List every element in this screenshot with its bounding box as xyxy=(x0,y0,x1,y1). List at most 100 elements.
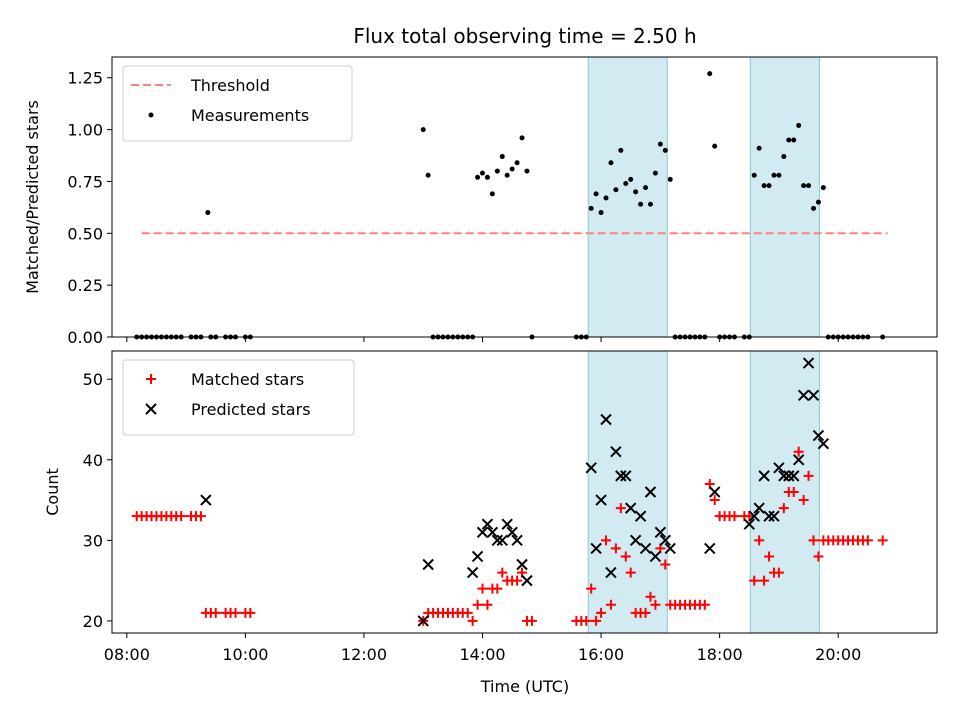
x-tick-label: 14:00 xyxy=(459,645,505,664)
count-marks xyxy=(131,357,888,627)
x-tick-label: 16:00 xyxy=(578,645,624,664)
predicted-star-point xyxy=(807,389,820,402)
predicted-star-point xyxy=(491,534,504,547)
highlight-span xyxy=(587,56,668,338)
measurement-point xyxy=(205,210,211,216)
predicted-star-point xyxy=(704,542,716,555)
legend-box xyxy=(122,359,355,436)
predicted-star-point xyxy=(758,470,770,482)
predicted-star-point xyxy=(466,566,479,579)
matched-star-point xyxy=(477,583,488,594)
legend-label: Matched stars xyxy=(191,370,304,389)
measurement-point xyxy=(475,174,481,180)
predicted-star-point xyxy=(753,502,765,514)
measurement-point xyxy=(657,141,663,147)
highlight-span xyxy=(749,56,820,338)
predicted-star-point xyxy=(768,510,780,522)
legend-label: Threshold xyxy=(190,76,270,95)
matched-star-point xyxy=(645,591,656,602)
predicted-star-point xyxy=(654,526,667,538)
predicted-star-point xyxy=(600,413,612,426)
y-tick-label: 30 xyxy=(83,531,103,550)
matched-star-point xyxy=(497,567,508,578)
ratio-y-ticks: 0.00 0.25 0.50 0.75 1.00 1.25 xyxy=(67,69,112,347)
legend-measurement-swatch xyxy=(148,112,154,118)
measurement-point xyxy=(633,189,639,195)
matched-star-point xyxy=(526,615,537,626)
matched-star-point xyxy=(586,583,597,594)
x-tick-label: 08:00 xyxy=(104,645,150,664)
predicted-star-point xyxy=(590,542,602,555)
x-axis-label: Time (UTC) xyxy=(480,677,569,696)
measurement-point xyxy=(756,145,762,151)
predicted-star-point xyxy=(773,462,785,474)
measurement-point xyxy=(810,205,816,211)
measurement-point xyxy=(504,172,510,178)
measurement-point xyxy=(494,168,500,174)
matched-star-point xyxy=(660,559,671,570)
predicted-star-point xyxy=(476,526,489,538)
y-tick-label: 0.25 xyxy=(67,276,103,295)
measurement-point xyxy=(603,195,609,201)
measurement-point xyxy=(509,166,515,172)
predicted-star-point xyxy=(817,437,830,450)
predicted-star-point xyxy=(486,526,499,538)
matched-star-point xyxy=(482,599,493,610)
measurement-point xyxy=(420,127,426,133)
predicted-star-point xyxy=(516,558,528,571)
matched-star-point xyxy=(749,575,760,586)
predicted-star-point xyxy=(511,534,523,547)
measurement-point xyxy=(796,122,802,128)
predicted-star-point xyxy=(797,389,810,402)
predicted-star-point xyxy=(802,357,815,369)
measurement-point xyxy=(815,199,821,205)
measurement-point xyxy=(519,135,525,141)
measurement-point xyxy=(786,137,792,143)
predicted-star-point xyxy=(629,534,642,547)
y-tick-label: 20 xyxy=(83,612,103,631)
predicted-star-point xyxy=(708,486,721,498)
measurement-point xyxy=(712,143,718,149)
predicted-star-point xyxy=(664,542,676,555)
y-tick-label: 0.75 xyxy=(67,172,103,191)
measurement-point xyxy=(499,154,505,160)
matched-star-point xyxy=(759,575,770,586)
measurement-point xyxy=(618,147,624,153)
predicted-star-point xyxy=(620,470,632,482)
x-tick-label: 18:00 xyxy=(697,645,743,664)
ratio-legend: Threshold Measurements xyxy=(122,65,353,142)
measurement-point xyxy=(484,174,490,180)
matched-star-point xyxy=(512,575,523,586)
predicted-star-point xyxy=(605,566,617,579)
count-panel: 20 30 40 50 08:00 10:00 12:00 14:00 16:00 18:00 2… xyxy=(43,350,938,664)
measurement-point xyxy=(766,183,772,189)
measurement-point xyxy=(524,168,530,174)
matched-star-point xyxy=(230,607,241,618)
predicted-star-point xyxy=(422,558,434,571)
matched-star-point xyxy=(492,583,503,594)
predicted-star-point xyxy=(812,429,825,442)
ratio-panel: 0.00 0.25 0.50 0.75 1.00 1.25 Matched/Predict… xyxy=(23,56,938,347)
ratio-x-ticks xyxy=(126,337,839,342)
predicted-star-point xyxy=(417,615,429,627)
matched-star-point xyxy=(773,567,784,578)
predicted-star-point xyxy=(200,494,212,506)
highlight-span xyxy=(587,350,668,634)
measurement-point xyxy=(623,181,629,187)
measurement-point xyxy=(820,185,826,191)
predicted-star-point xyxy=(792,454,805,466)
x-tick-label: 10:00 xyxy=(222,645,268,664)
y-tick-label: 50 xyxy=(83,370,103,389)
matched-star-point xyxy=(798,495,809,506)
count-legend: Matched stars Predicted stars xyxy=(122,359,355,436)
count-y-ticks: 20 30 40 50 xyxy=(83,370,112,631)
chart-title: Flux total observing time = 2.50 h xyxy=(353,24,696,48)
predicted-star-point xyxy=(743,518,755,530)
y-tick-label: 40 xyxy=(83,451,103,470)
matched-star-point xyxy=(625,567,636,578)
predicted-star-point xyxy=(778,470,790,482)
ratio-y-axis-label: Matched/Predicted stars xyxy=(23,100,42,294)
matched-star-point xyxy=(729,511,740,522)
count-x-ticks: 08:00 10:00 12:00 14:00 16:00 18:00 20:00 xyxy=(104,633,861,664)
matched-star-point xyxy=(591,615,602,626)
